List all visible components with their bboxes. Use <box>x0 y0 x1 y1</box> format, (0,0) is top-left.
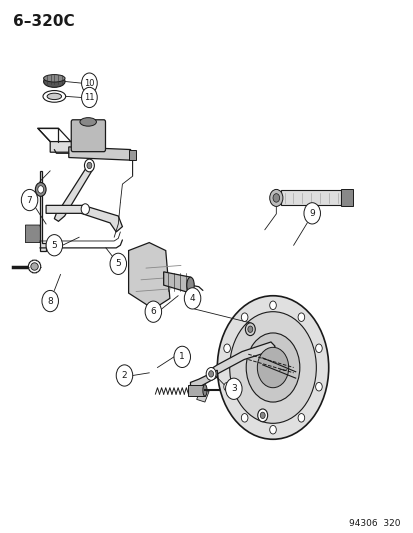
Circle shape <box>21 189 38 211</box>
Circle shape <box>145 301 161 322</box>
Circle shape <box>223 383 230 391</box>
Circle shape <box>269 301 275 310</box>
Circle shape <box>84 159 94 172</box>
Polygon shape <box>40 171 46 251</box>
Circle shape <box>208 370 213 377</box>
Circle shape <box>184 288 200 309</box>
Circle shape <box>269 189 282 206</box>
Circle shape <box>81 87 97 108</box>
Text: 5: 5 <box>115 260 121 268</box>
Circle shape <box>272 193 279 202</box>
Ellipse shape <box>47 93 62 100</box>
Circle shape <box>110 253 126 274</box>
Circle shape <box>297 313 304 321</box>
Circle shape <box>245 323 255 336</box>
Ellipse shape <box>202 384 206 396</box>
FancyBboxPatch shape <box>71 120 105 152</box>
Polygon shape <box>209 342 274 377</box>
Bar <box>280 190 340 205</box>
Circle shape <box>217 296 328 439</box>
Polygon shape <box>196 389 209 402</box>
Bar <box>128 150 136 160</box>
Text: 6: 6 <box>150 307 156 316</box>
Text: 6–320C: 6–320C <box>13 14 74 29</box>
Text: 1: 1 <box>179 352 185 361</box>
Polygon shape <box>163 272 190 293</box>
Circle shape <box>247 326 252 333</box>
Circle shape <box>87 163 92 168</box>
Ellipse shape <box>43 75 65 82</box>
Polygon shape <box>46 205 122 232</box>
Ellipse shape <box>28 260 40 273</box>
Circle shape <box>297 414 304 422</box>
Circle shape <box>38 185 43 193</box>
Circle shape <box>223 344 230 352</box>
Text: ~: ~ <box>278 364 288 377</box>
Ellipse shape <box>80 118 96 126</box>
Circle shape <box>257 409 267 422</box>
Bar <box>188 384 204 396</box>
Text: 5: 5 <box>51 241 57 250</box>
Polygon shape <box>25 225 42 243</box>
Circle shape <box>303 203 320 224</box>
Text: 94306  320: 94306 320 <box>349 519 400 528</box>
Circle shape <box>246 333 299 402</box>
Circle shape <box>229 312 316 423</box>
Polygon shape <box>128 243 169 309</box>
Polygon shape <box>54 163 93 221</box>
Circle shape <box>257 348 288 387</box>
Bar <box>340 189 353 206</box>
Text: 11: 11 <box>84 93 95 102</box>
Circle shape <box>315 383 321 391</box>
Polygon shape <box>69 147 131 160</box>
Text: 8: 8 <box>47 296 53 305</box>
Ellipse shape <box>31 263 38 270</box>
Circle shape <box>81 204 89 214</box>
Ellipse shape <box>43 91 66 102</box>
Circle shape <box>241 414 247 422</box>
Ellipse shape <box>186 277 194 293</box>
Text: 4: 4 <box>189 294 195 303</box>
Polygon shape <box>190 370 217 389</box>
Circle shape <box>35 182 46 196</box>
Text: 9: 9 <box>309 209 314 218</box>
Circle shape <box>173 346 190 368</box>
Circle shape <box>46 235 62 256</box>
Circle shape <box>81 73 97 93</box>
Text: 10: 10 <box>84 78 95 87</box>
Circle shape <box>315 344 321 352</box>
Circle shape <box>42 290 58 312</box>
Ellipse shape <box>43 76 65 87</box>
Text: 7: 7 <box>26 196 32 205</box>
Circle shape <box>116 365 133 386</box>
Circle shape <box>269 425 275 434</box>
Circle shape <box>260 412 265 418</box>
Polygon shape <box>50 142 106 158</box>
Circle shape <box>241 313 247 321</box>
Text: 3: 3 <box>230 384 236 393</box>
Circle shape <box>206 368 216 380</box>
Text: 2: 2 <box>121 371 127 380</box>
Circle shape <box>225 378 242 399</box>
